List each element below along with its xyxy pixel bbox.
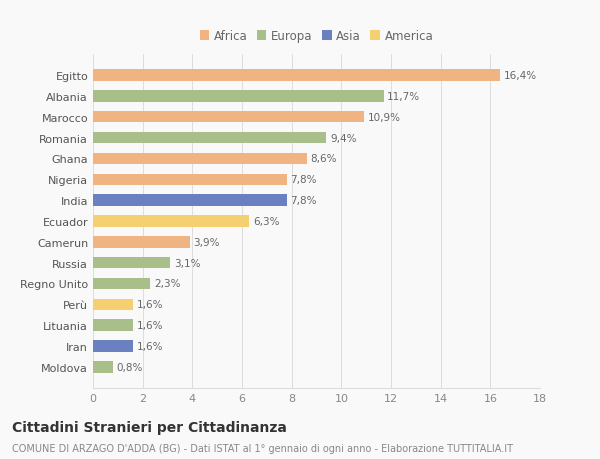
Text: 8,6%: 8,6%	[310, 154, 337, 164]
Bar	[93, 299, 133, 310]
Bar	[93, 278, 150, 290]
Text: 1,6%: 1,6%	[136, 341, 163, 351]
Text: 1,6%: 1,6%	[136, 300, 163, 310]
Bar	[93, 70, 500, 82]
Bar	[93, 320, 133, 331]
Text: 0,8%: 0,8%	[116, 362, 143, 372]
Bar	[93, 174, 287, 185]
Text: 1,6%: 1,6%	[136, 320, 163, 330]
Text: 6,3%: 6,3%	[253, 217, 280, 226]
Legend: Africa, Europa, Asia, America: Africa, Europa, Asia, America	[197, 28, 436, 45]
Text: 7,8%: 7,8%	[290, 196, 317, 206]
Text: 3,1%: 3,1%	[174, 258, 200, 268]
Text: 16,4%: 16,4%	[504, 71, 537, 81]
Text: 3,9%: 3,9%	[194, 237, 220, 247]
Bar	[93, 112, 364, 123]
Text: 11,7%: 11,7%	[387, 92, 421, 102]
Bar	[93, 91, 383, 102]
Bar	[93, 361, 113, 373]
Bar	[93, 341, 133, 352]
Bar	[93, 195, 287, 207]
Text: 2,3%: 2,3%	[154, 279, 181, 289]
Text: COMUNE DI ARZAGO D'ADDA (BG) - Dati ISTAT al 1° gennaio di ogni anno - Elaborazi: COMUNE DI ARZAGO D'ADDA (BG) - Dati ISTA…	[12, 443, 513, 453]
Bar	[93, 153, 307, 165]
Bar	[93, 216, 250, 227]
Text: Cittadini Stranieri per Cittadinanza: Cittadini Stranieri per Cittadinanza	[12, 420, 287, 434]
Bar	[93, 257, 170, 269]
Text: 9,4%: 9,4%	[330, 133, 356, 143]
Bar	[93, 133, 326, 144]
Bar	[93, 236, 190, 248]
Text: 10,9%: 10,9%	[367, 112, 400, 123]
Text: 7,8%: 7,8%	[290, 175, 317, 185]
